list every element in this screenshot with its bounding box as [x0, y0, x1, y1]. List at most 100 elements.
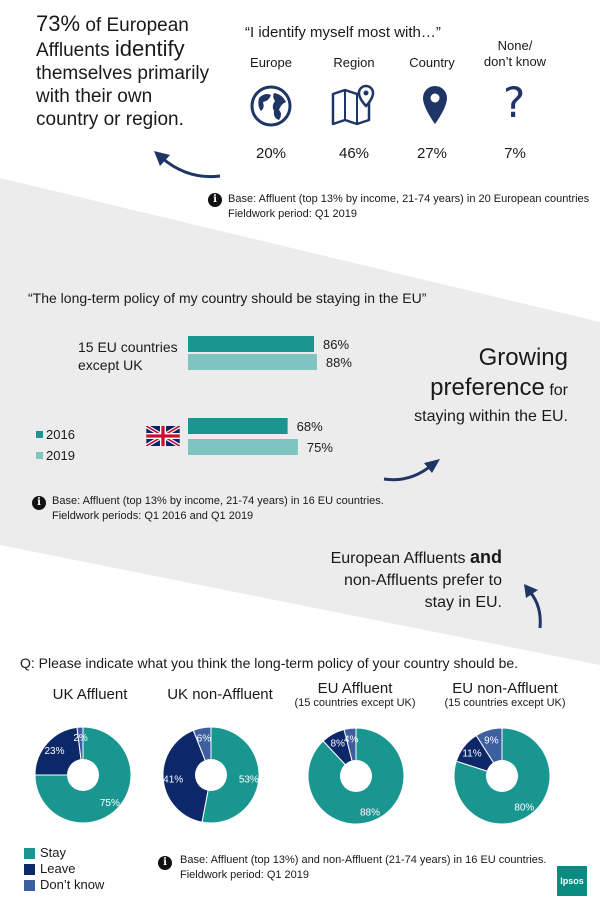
donut-uk-non-affluent-hole [195, 759, 227, 791]
category-label-none-1: None/ [497, 38, 533, 53]
headline-identify: identify [114, 36, 185, 61]
bottom-headline-2: non-Affluents prefer to [343, 572, 502, 589]
donut-uk-affluent-hole [67, 759, 99, 791]
bar-label-eu15-2019: 88% [326, 355, 352, 370]
info-icon-middle: i [32, 496, 46, 510]
donut-eu-affluent-dontknow-label: 4% [344, 734, 359, 745]
middle-note-line-1: Base: Affluent (top 13% by income, 21-74… [52, 495, 384, 507]
donut-eu-affluent-stay-label: 88% [360, 807, 380, 818]
category-label-europe: Europe [250, 55, 292, 70]
category-value-europe: 20% [255, 145, 287, 162]
headline-affluents: Affluents [36, 40, 110, 61]
bottom-headline-1: European Affluents and [331, 546, 502, 570]
ipsos-logo-text: Ipsos [560, 876, 584, 886]
location-pin-icon [423, 86, 447, 124]
legend-2019-swatch [36, 452, 43, 459]
donut-uk-affluent-stay-label: 75% [100, 798, 120, 809]
bottom-headline-1a: European Affluents [330, 550, 466, 567]
growing-line-3: staying within the EU. [414, 408, 568, 425]
bar-label-eu15-2016: 86% [323, 337, 349, 352]
donut-eu-non-affluent-leave-label: 11% [462, 749, 481, 760]
headline-text-3: themselves primarily [36, 63, 210, 84]
info-icon-bottom: i [158, 856, 172, 870]
uk-flag-icon [146, 426, 180, 446]
legend-leave-label: Leave [40, 861, 76, 876]
donut-uk-non-affluent-stay-slice [201, 726, 260, 824]
headline-text-5: country or region. [36, 109, 184, 130]
donut-subtitle-eu-non-affluent: (15 countries except UK) [444, 697, 566, 709]
bar-eu15-2016 [188, 336, 314, 352]
map-icon [331, 84, 375, 126]
category-value-none: 7% [504, 145, 526, 162]
top-note-line-1: Base: Affluent (top 13% by income, 21-74… [228, 193, 590, 205]
bar-label-uk-2019: 75% [307, 440, 333, 455]
headline-text-1: of European [85, 15, 189, 36]
bottom-headline-1b: and [469, 547, 502, 567]
middle-base-note: Base: Affluent (top 13% by income, 21-74… [52, 494, 384, 524]
growing-line-2: preference for [414, 373, 568, 406]
top-note-line-2: Fieldwork period: Q1 2019 [228, 208, 358, 220]
donut-eu-affluent-leave-label: 8% [330, 739, 345, 750]
survey-question: Q: Please indicate what you think the lo… [20, 655, 519, 671]
donut-eu-affluent-hole [340, 760, 372, 792]
legend-2016-swatch [36, 431, 43, 438]
donut-uk-non-affluent-leave-slice [162, 729, 212, 823]
middle-note-line-2: Fieldwork periods: Q1 2016 and Q1 2019 [52, 510, 254, 522]
eu-policy-quote: “The long-term policy of my country shou… [28, 290, 427, 306]
curved-arrow-icon [154, 151, 221, 179]
globe-icon [250, 85, 292, 127]
donut-uk-affluent-leave-slice [34, 726, 84, 776]
legend-stay-swatch [24, 848, 35, 859]
growing-preference-text: Growing preference for staying within th… [414, 343, 568, 428]
legend-stay-label: Stay [40, 845, 67, 860]
bottom-headline: European Affluents and non-Affluents pre… [331, 546, 502, 614]
donut-title-eu-affluent: EU Affluent [317, 680, 393, 697]
legend-leave-swatch [24, 864, 35, 875]
donut-uk-affluent-dontknow-label: 2% [73, 733, 88, 744]
donut-uk-non-affluent-leave-label: 41% [163, 775, 183, 786]
donut-charts: 75% 23% 2% 53% 41% 6% 88% 8% 4% 80% 11%9% [34, 726, 551, 825]
bottom-headline-3: stay in EU. [424, 594, 502, 611]
legend-dontknow-swatch [24, 880, 35, 891]
bar-eu15-2019 [188, 354, 317, 370]
group-label-eu15-2: except UK [78, 357, 143, 373]
growing-word-preference: preference [430, 374, 545, 401]
legend-2016-label: 2016 [46, 427, 75, 442]
bottom-base-note: Base: Affluent (top 13%) and non-Affluen… [180, 853, 546, 883]
category-label-none: None/ don’t know [480, 38, 550, 70]
growing-word-for: for [549, 382, 568, 399]
identify-quote: “I identify myself most with…” [245, 24, 441, 41]
headline-text-4: with their own [36, 86, 153, 107]
headline-pct: 73% [36, 11, 81, 36]
growing-line-1: Growing [478, 344, 568, 371]
category-label-country: Country [409, 55, 455, 70]
donut-title-uk-non-affluent: UK non-Affluent [167, 686, 273, 703]
bar-uk-2019 [188, 439, 298, 455]
category-label-region: Region [333, 55, 375, 70]
donut-uk-affluent-leave-label: 23% [44, 746, 64, 757]
donut-eu-non-affluent-stay-label: 80% [514, 803, 534, 814]
category-value-region: 46% [338, 145, 370, 162]
top-base-note: Base: Affluent (top 13% by income, 21-74… [228, 192, 589, 222]
legend-2019-label: 2019 [46, 448, 75, 463]
donut-subtitle-eu-affluent: (15 countries except UK) [294, 697, 416, 709]
group-label-eu15: 15 EU countries except UK [78, 338, 178, 374]
bottom-note-line-2: Fieldwork period: Q1 2019 [180, 869, 310, 881]
curved-arrow-up-icon [524, 584, 542, 629]
group-label-eu15-1: 15 EU countries [78, 339, 178, 355]
policy-bar-chart: 86% 88% 68% 75% [188, 336, 352, 455]
donut-title-uk-affluent: UK Affluent [52, 686, 128, 703]
donut-title-eu-non-affluent: EU non-Affluent [452, 680, 558, 697]
category-value-country: 27% [416, 145, 448, 162]
category-label-none-2: don’t know [483, 54, 547, 69]
info-icon: i [208, 193, 222, 207]
donut-uk-affluent-stay-slice [34, 726, 132, 824]
headline-stat: 73% of European Affluents identify thems… [36, 12, 236, 131]
donut-eu-non-affluent-dontknow-label: 9% [484, 736, 499, 747]
ipsos-logo: Ipsos [557, 866, 587, 896]
donut-eu-non-affluent-hole [486, 760, 518, 792]
donut-uk-non-affluent-stay-label: 53% [239, 775, 259, 786]
bar-label-uk-2016: 68% [297, 419, 323, 434]
bar-uk-2016 [188, 418, 288, 434]
